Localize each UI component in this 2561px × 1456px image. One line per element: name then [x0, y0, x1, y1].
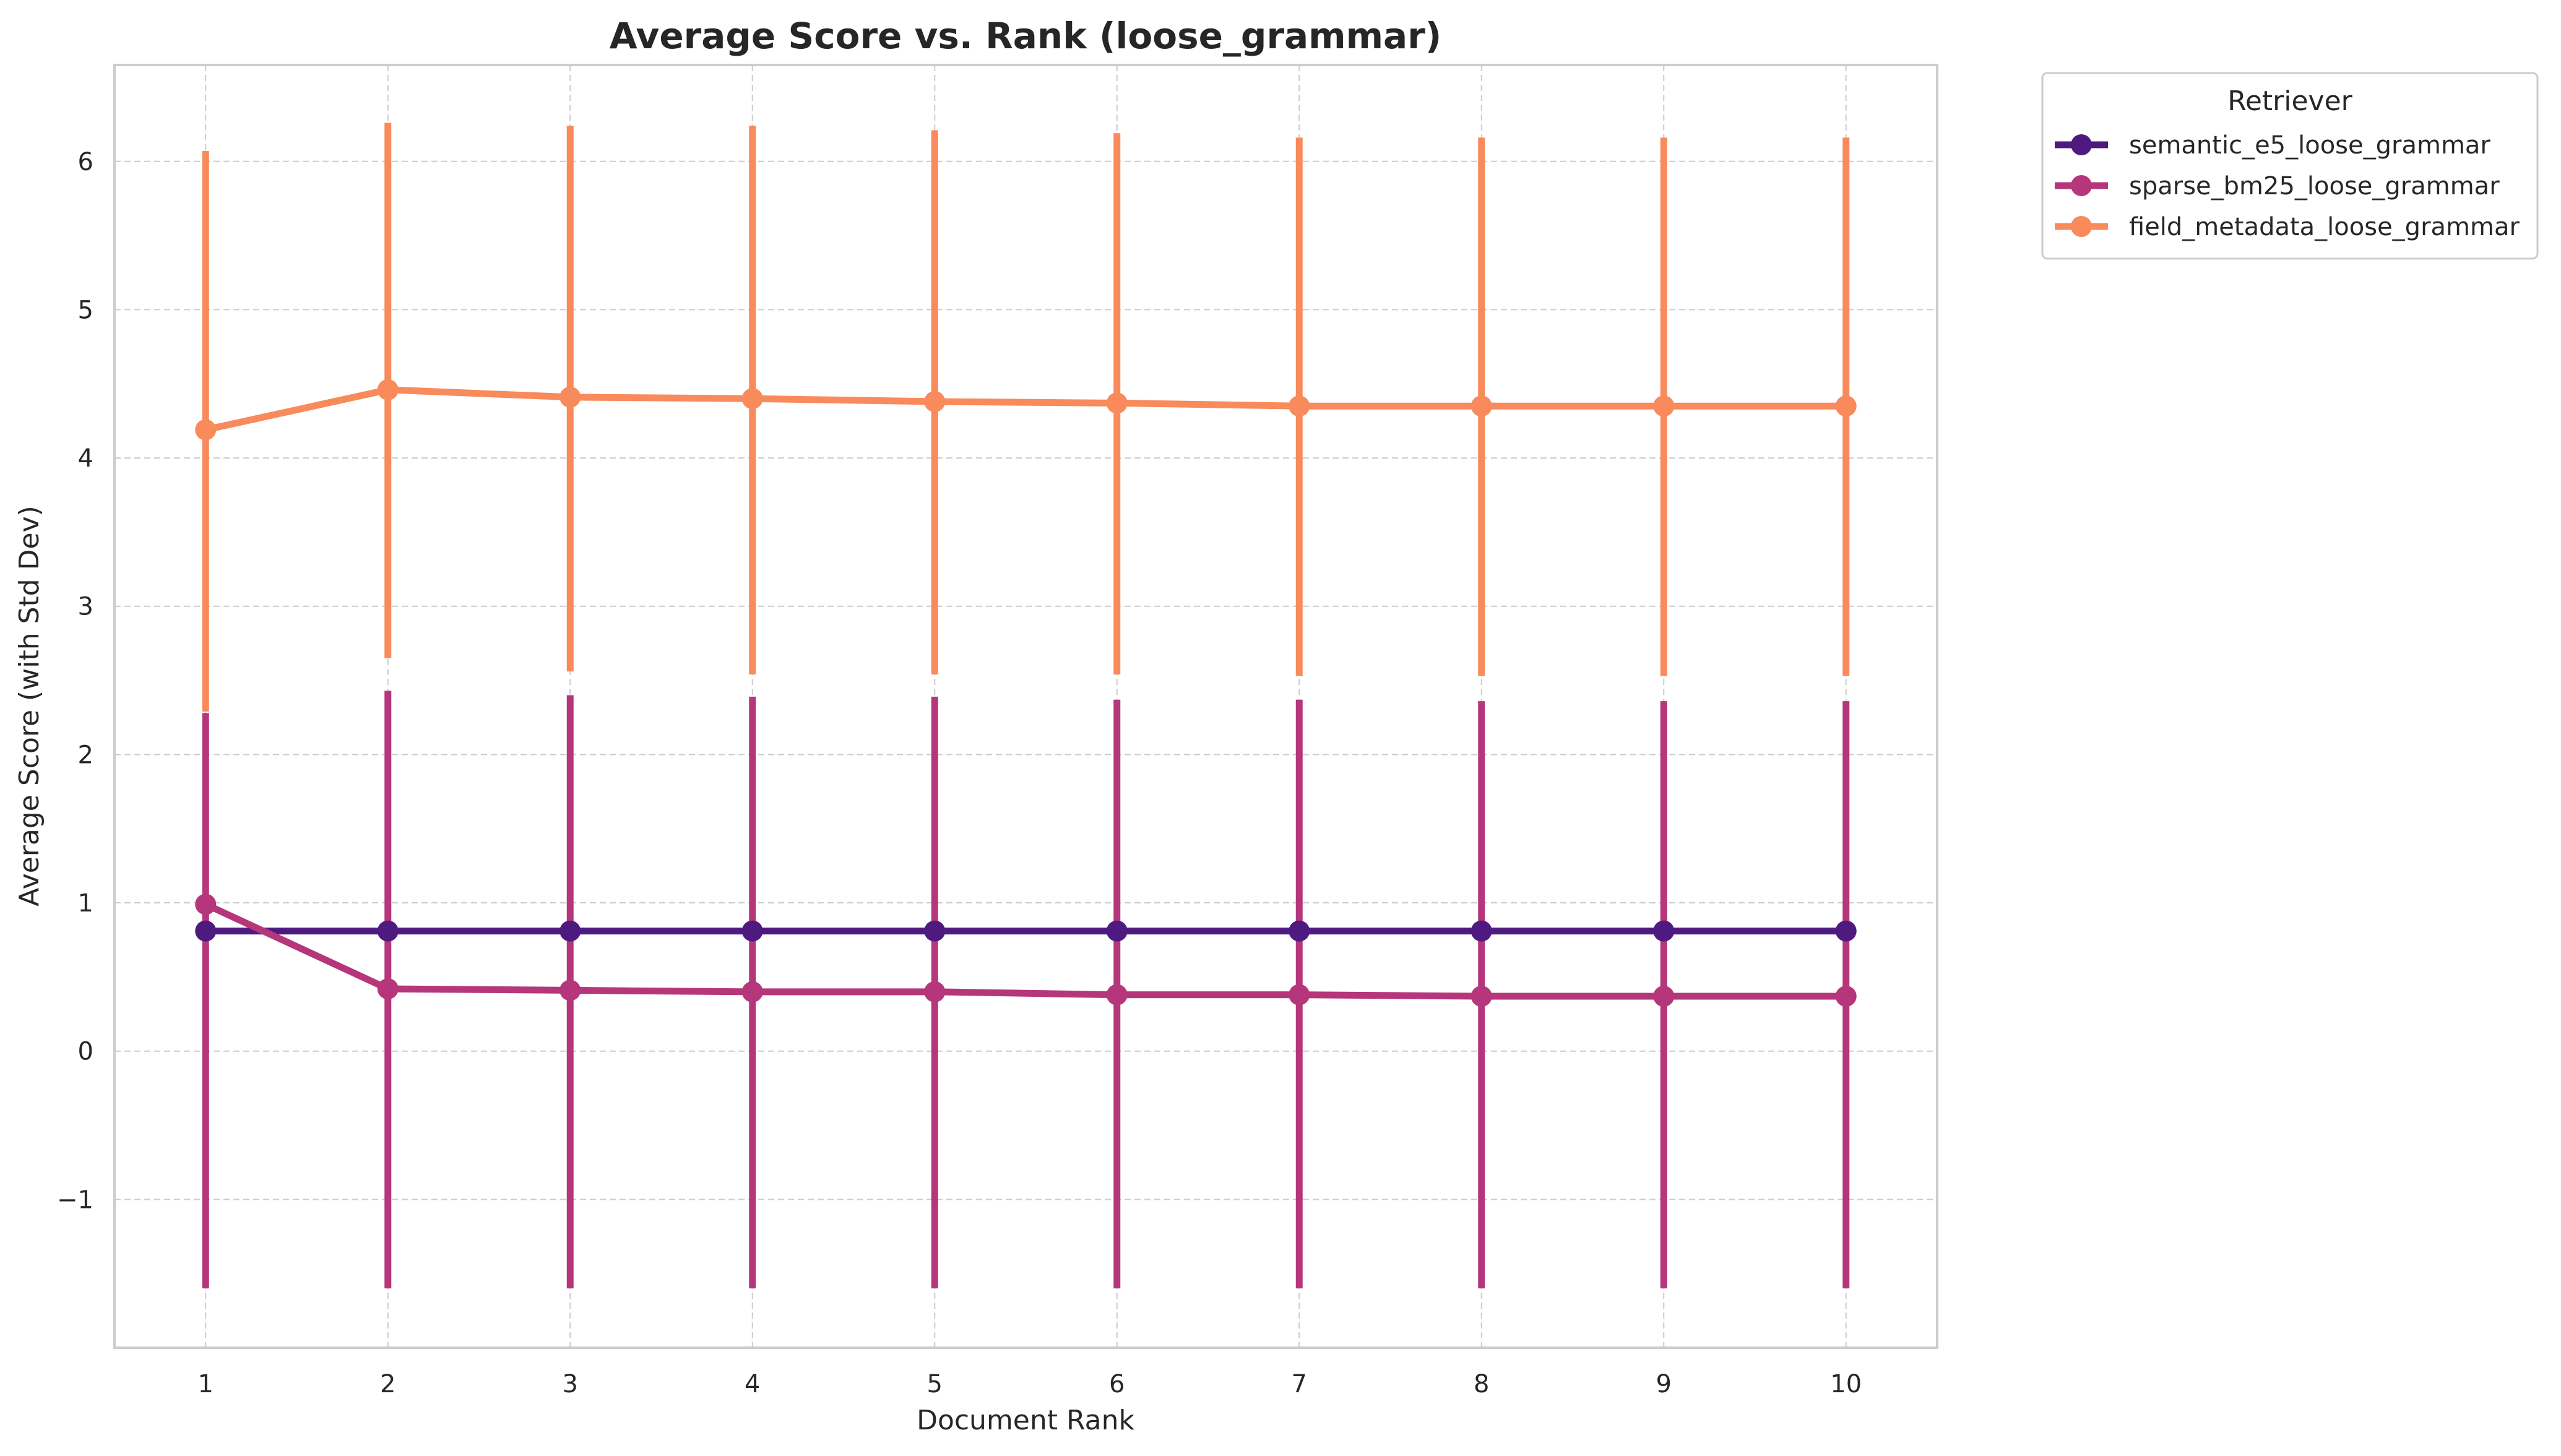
field-metadata-loose-grammar-point	[924, 391, 946, 413]
legend-entries: semantic_e5_loose_grammar sparse_bm25_loo…	[2055, 131, 2520, 241]
legend-label-sparse-bm25-loose-grammar: sparse_bm25_loose_grammar	[2129, 172, 2500, 200]
x-tick-label: 2	[380, 1370, 395, 1398]
field-metadata-loose-grammar-point	[195, 419, 217, 441]
legend-label-field-metadata-loose-grammar: field_metadata_loose_grammar	[2129, 213, 2520, 241]
legend-marker-sparse-bm25-loose-grammar	[2071, 175, 2092, 196]
field-metadata-loose-grammar-point	[1835, 395, 1857, 417]
x-tick-label: 4	[745, 1370, 760, 1398]
sparse-bm25-loose-grammar-point	[1653, 986, 1675, 1007]
semantic-e5-loose-grammar-point	[377, 920, 399, 942]
x-tick-label: 3	[563, 1370, 578, 1398]
semantic-e5-loose-grammar-point	[741, 920, 763, 942]
semantic-e5-loose-grammar-point	[1835, 920, 1857, 942]
y-tick-label: 1	[78, 889, 93, 918]
field-metadata-loose-grammar-line	[205, 386, 1846, 433]
semantic-e5-loose-grammar-point	[1471, 920, 1492, 942]
legend-entry-semantic-e5-loose-grammar: semantic_e5_loose_grammar	[2055, 131, 2490, 160]
y-tick-label: 5	[78, 296, 93, 324]
x-tick-label: 1	[198, 1370, 214, 1398]
x-tick-label: 10	[1830, 1370, 1862, 1398]
sparse-bm25-loose-grammar-line	[204, 901, 1846, 1000]
semantic-e5-loose-grammar-point	[1653, 920, 1675, 942]
legend-marker-field-metadata-loose-grammar	[2071, 216, 2092, 237]
x-tick-label: 5	[927, 1370, 943, 1398]
y-axis-label: Average Score (with Std Dev)	[14, 506, 45, 907]
field-metadata-loose-grammar-point	[741, 388, 763, 410]
data-points	[195, 379, 1857, 1007]
sparse-bm25-loose-grammar-point	[1835, 986, 1857, 1007]
y-tick-label: 0	[78, 1038, 93, 1066]
legend-box	[2041, 72, 2539, 260]
legend-title: Retriever	[2227, 85, 2352, 117]
sparse-bm25-loose-grammar-point	[377, 978, 399, 1000]
semantic-e5-loose-grammar-point	[1289, 920, 1310, 942]
field-metadata-loose-grammar-point	[1471, 395, 1492, 417]
x-tick-label: 9	[1656, 1370, 1672, 1398]
legend-entry-field-metadata-loose-grammar: field_metadata_loose_grammar	[2055, 213, 2520, 241]
sparse-bm25-loose-grammar-point	[559, 980, 581, 1001]
sparse-bm25-loose-grammar-point	[924, 981, 946, 1002]
field-metadata-loose-grammar-point	[377, 379, 399, 400]
tick-labels: 1 2 3 4 5 6 7 8 9 10 −1 0 1 2 3 4 5 6	[57, 148, 1862, 1398]
legend-label-semantic-e5-loose-grammar: semantic_e5_loose_grammar	[2129, 131, 2490, 160]
legend-entry-sparse-bm25-loose-grammar: sparse_bm25_loose_grammar	[2055, 172, 2500, 200]
y-tick-label: 4	[78, 444, 93, 473]
x-tick-label: 6	[1109, 1370, 1125, 1398]
sparse-bm25-loose-grammar-point	[741, 981, 763, 1002]
semantic-e5-loose-grammar-point	[195, 920, 217, 942]
x-axis-label: Document Rank	[917, 1405, 1134, 1436]
x-tick-label: 8	[1474, 1370, 1489, 1398]
sparse-bm25-loose-grammar-point	[1289, 984, 1310, 1006]
sparse-bm25-loose-grammar-point	[195, 894, 217, 915]
sparse-bm25-loose-grammar-point	[1106, 984, 1128, 1006]
legend: Retriever semantic_e5_loose_grammarspars…	[2041, 72, 2539, 260]
field-metadata-loose-grammar-point	[1106, 392, 1128, 414]
y-tick-label: −1	[57, 1186, 93, 1214]
field-metadata-loose-grammar-point	[1289, 395, 1310, 417]
legend-marker-semantic-e5-loose-grammar	[2071, 134, 2092, 155]
x-tick-label: 7	[1292, 1370, 1307, 1398]
chart-title: Average Score vs. Rank (loose_grammar)	[610, 15, 1442, 57]
series-lines	[204, 386, 1846, 1000]
y-tick-label: 3	[78, 593, 93, 621]
semantic-e5-loose-grammar-point	[559, 920, 581, 942]
y-tick-label: 2	[78, 741, 93, 769]
sparse-bm25-loose-grammar-point	[1471, 986, 1492, 1007]
plot-area-frame	[113, 64, 1938, 1349]
semantic-e5-loose-grammar-point	[1106, 920, 1128, 942]
y-tick-label: 6	[78, 148, 93, 176]
field-metadata-loose-grammar-point	[559, 386, 581, 408]
semantic-e5-loose-grammar-point	[924, 920, 946, 942]
field-metadata-loose-grammar-point	[1653, 395, 1675, 417]
